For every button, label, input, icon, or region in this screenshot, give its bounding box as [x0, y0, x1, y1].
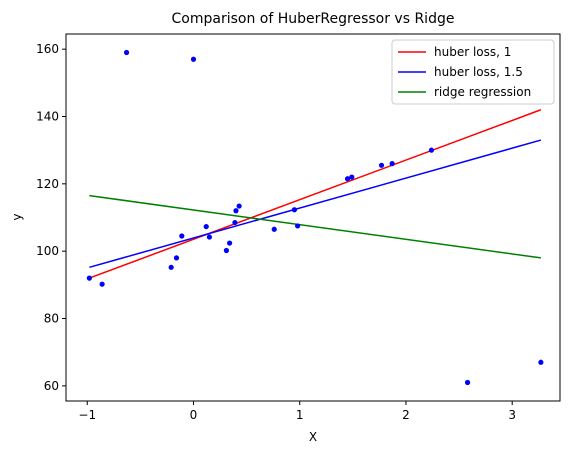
data-point — [190, 56, 197, 62]
legend: huber loss, 1 huber loss, 1.5 ridge regres… — [391, 39, 555, 105]
data-point — [179, 233, 185, 239]
data-point — [203, 223, 209, 230]
data-point — [349, 174, 355, 180]
x-tick-label: 1 — [296, 408, 304, 422]
y-axis: 60 80 100 120 140 160 — [36, 42, 66, 393]
y-tick-label: 60 — [44, 379, 59, 393]
y-tick-label: 100 — [36, 244, 59, 258]
data-point — [291, 207, 298, 213]
series-line-1 — [89, 109, 542, 279]
data-point — [464, 379, 471, 386]
data-point — [232, 219, 238, 226]
data-point — [227, 240, 233, 246]
data-point — [206, 234, 213, 240]
series-line-2 — [89, 139, 542, 269]
data-point — [271, 226, 277, 232]
data-point — [344, 176, 351, 182]
x-tick-label: −1 — [78, 408, 96, 422]
data-point — [236, 203, 242, 209]
x-axis-label: X — [309, 430, 317, 444]
y-tick-label: 140 — [36, 109, 59, 123]
series-line-3 — [89, 194, 541, 259]
legend-label: ridge regression — [434, 85, 531, 99]
y-tick-label: 80 — [44, 312, 59, 326]
data-point — [294, 223, 301, 229]
x-tick-label: 2 — [402, 408, 410, 422]
data-point — [389, 161, 395, 167]
legend-label: huber loss, 1 — [434, 45, 511, 59]
data-point — [99, 281, 105, 287]
data-point — [123, 49, 130, 56]
data-point — [173, 255, 180, 261]
data-point — [378, 162, 385, 168]
chart-title: Comparison of HuberRegressor vs Ridge — [172, 11, 455, 27]
axes-frame — [65, 33, 561, 402]
data-point — [428, 147, 435, 153]
x-tick-label: 3 — [508, 408, 516, 422]
legend-label: huber loss, 1.5 — [434, 65, 523, 79]
data-point — [168, 264, 174, 270]
legend-box — [391, 39, 555, 105]
data-point — [538, 359, 544, 365]
data-point — [86, 275, 92, 281]
x-tick-label: 0 — [190, 408, 198, 422]
data-point — [233, 208, 239, 214]
y-tick-label: 160 — [36, 42, 59, 56]
x-axis: −1 0 1 2 3 — [78, 401, 516, 422]
series-layer — [89, 109, 542, 279]
y-tick-label: 120 — [36, 177, 59, 191]
data-point — [223, 247, 230, 254]
points-layer — [86, 49, 544, 386]
y-axis-label: y — [10, 213, 24, 220]
